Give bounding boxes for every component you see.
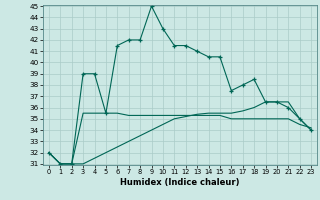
X-axis label: Humidex (Indice chaleur): Humidex (Indice chaleur) bbox=[120, 178, 240, 187]
